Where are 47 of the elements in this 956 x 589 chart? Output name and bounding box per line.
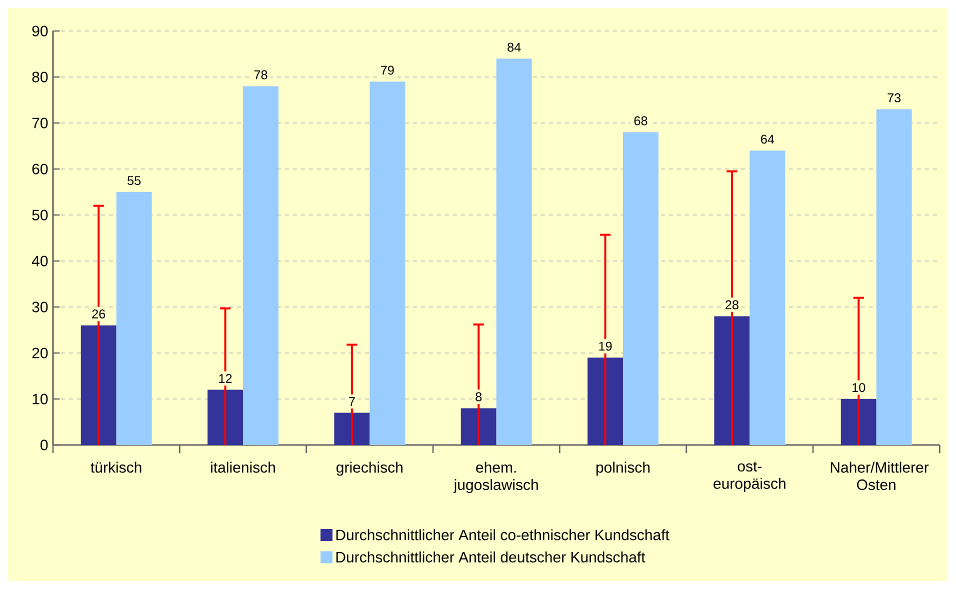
data-label: 10	[852, 383, 866, 392]
y-tick-label: 90	[32, 26, 48, 36]
data-label: 28	[726, 300, 738, 310]
y-tick-label: 40	[32, 256, 48, 266]
data-label: 78	[254, 70, 268, 80]
data-label: 64	[761, 134, 774, 144]
x-tick-label: türkisch	[90, 462, 142, 473]
data-label: 73	[888, 93, 901, 102]
bar	[876, 109, 912, 445]
y-tick-label: 20	[32, 348, 48, 358]
bar	[80, 325, 116, 445]
bar	[623, 132, 658, 445]
data-label: 79	[381, 66, 394, 75]
bar	[496, 58, 532, 445]
data-label: 55	[128, 176, 141, 186]
data-label: 7	[349, 397, 355, 406]
y-tick-label: 50	[32, 210, 48, 220]
x-tick-label: italienisch	[211, 462, 275, 473]
bar	[370, 82, 406, 445]
data-label: 84	[508, 42, 521, 52]
y-tick-label: 30	[32, 302, 48, 312]
x-tick-label: polnisch	[596, 462, 650, 476]
bar	[208, 390, 244, 445]
data-label: 8	[476, 392, 482, 402]
bar	[588, 358, 624, 445]
bar	[460, 408, 496, 445]
data-label: 19	[599, 342, 612, 351]
legend-label: Durchschnittlicher Anteil co-ethnischer Kundschaft	[336, 529, 670, 540]
x-tick-label: ehem. jugoslawisch	[453, 462, 538, 494]
bar	[334, 412, 370, 445]
bar	[116, 192, 152, 445]
bar	[243, 86, 278, 445]
bar	[714, 316, 750, 445]
legend-label: Durchschnittlicher Anteil deutscher Kundschaft	[336, 551, 646, 562]
data-label: 26	[92, 310, 106, 318]
y-tick-label: 10	[32, 394, 48, 404]
x-tick-label: Naher/Mittlerer Osten	[830, 462, 929, 490]
y-tick-label: 60	[32, 164, 48, 174]
bar	[750, 150, 786, 445]
data-label: 12	[219, 374, 232, 383]
bar	[840, 399, 876, 445]
data-label: 68	[634, 116, 648, 126]
x-tick-label: griechisch	[336, 462, 402, 476]
y-tick-label: 70	[32, 118, 48, 128]
y-tick-label: 0	[40, 440, 48, 450]
x-tick-label: ost-europäisch	[714, 462, 786, 492]
y-tick-label: 80	[32, 72, 48, 82]
